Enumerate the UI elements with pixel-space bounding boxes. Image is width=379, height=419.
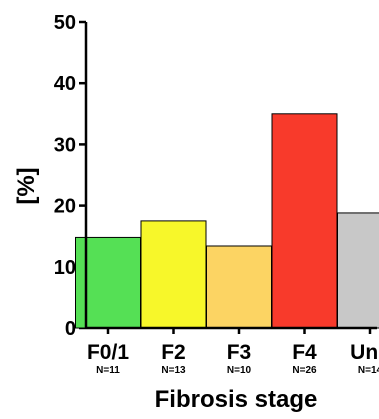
y-tick-label: 50 [54,12,76,34]
x-category-label: Unk [350,341,379,364]
x-category-label: F4 [292,341,317,364]
y-tick-label: 40 [54,73,76,95]
bar-f2 [141,221,206,328]
x-category-label: F3 [227,341,252,364]
x-category-label: F0/1 [87,341,129,364]
x-axis-title: Fibrosis stage [155,386,318,413]
sample-size-label: N=14 [358,365,379,376]
sample-size-label: N=11 [96,365,120,376]
y-tick-label: 20 [54,196,76,218]
bars [76,114,379,328]
y-tick-label: 30 [54,134,76,156]
x-axis-labels: F0/1N=11 F2N=13 F3N=10 F4N=26 UnkN=14 [87,328,379,376]
sample-size-label: N=26 [292,365,317,376]
y-axis-title: [%] [13,167,40,204]
sample-size-label: N=10 [227,365,252,376]
bar-unk [338,213,379,328]
sample-size-label: N=13 [161,365,186,376]
x-category-label: F2 [161,341,186,364]
bar-f3 [207,246,272,328]
bar-f4 [272,114,337,328]
y-tick-label: 10 [54,257,76,279]
y-tick-label: 0 [65,318,76,340]
